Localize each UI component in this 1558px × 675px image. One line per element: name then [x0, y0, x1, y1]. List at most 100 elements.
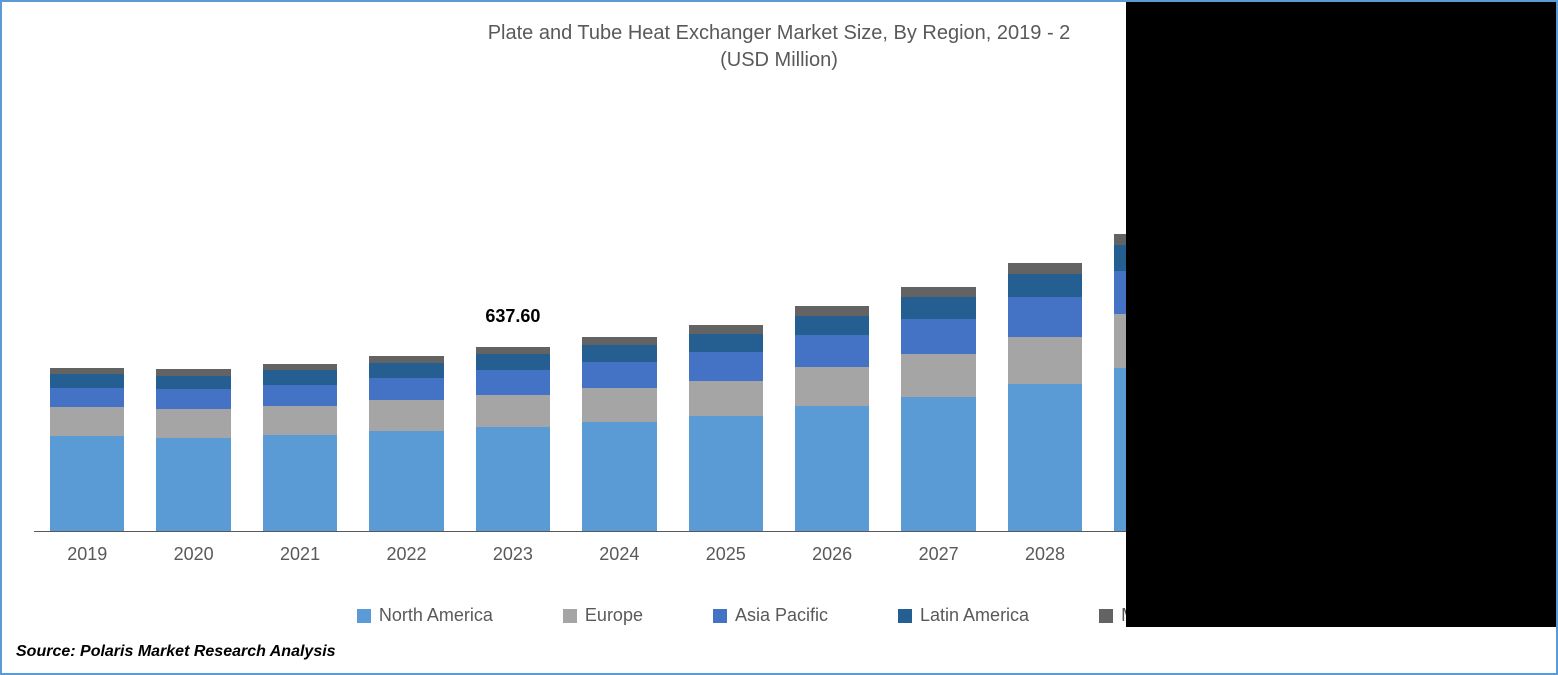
bar-segment [795, 406, 869, 531]
bar-segment [1008, 297, 1082, 336]
bar-segment [1114, 368, 1188, 531]
bar-slot [1417, 144, 1523, 531]
legend-item: North America [357, 605, 493, 626]
bar-segment [1221, 294, 1295, 352]
bar-segment [901, 319, 975, 354]
bar-segment [50, 407, 124, 436]
legend-swatch [1099, 609, 1113, 623]
legend-label: Asia Pacific [735, 605, 828, 626]
bar-segment [582, 388, 656, 422]
bar-segment [901, 397, 975, 531]
bar-segment [1114, 234, 1188, 246]
bar [1327, 176, 1401, 531]
bar-segment [476, 347, 550, 354]
legend-item: Europe [563, 605, 643, 626]
legend-swatch [713, 609, 727, 623]
bar-segment [795, 335, 869, 367]
bar-segment [1114, 245, 1188, 270]
bar-segment [156, 409, 230, 438]
legend-item: Asia Pacific [713, 605, 828, 626]
bar [1114, 234, 1188, 531]
x-axis-label [1311, 544, 1417, 565]
bar-segment [901, 287, 975, 297]
legend-label: Europe [585, 605, 643, 626]
legend-label: Latin America [920, 605, 1029, 626]
x-axis-label: 2026 [779, 544, 885, 565]
legend: North America Europe Asia Pacific Latin Ame… [12, 605, 1546, 626]
bar-segment [1114, 271, 1188, 315]
bar [50, 368, 124, 531]
legend-swatch [563, 609, 577, 623]
chart-container: Plate and Tube Heat Exchanger Market Siz… [0, 0, 1558, 675]
bar-segment [1008, 384, 1082, 531]
legend-label: North America [379, 605, 493, 626]
bar-segment [1433, 191, 1507, 250]
bar-segment [582, 422, 656, 531]
x-axis-label: 2027 [885, 544, 991, 565]
title-line-2: (USD Million) [720, 49, 838, 71]
bar-segment [263, 435, 337, 531]
bar-data-label: 637.60 [485, 306, 540, 327]
bars-container: 637.60 [34, 102, 1524, 531]
bar-segment [1433, 144, 1507, 158]
bar-segment [1433, 158, 1507, 191]
legend-item: Middle Ea [1099, 605, 1201, 626]
bar-slot [247, 364, 353, 531]
plot-baseline: 637.60 [34, 102, 1524, 532]
bar-segment [156, 389, 230, 409]
bar-segment [795, 316, 869, 336]
bar-slot [1311, 176, 1417, 531]
bar-segment [50, 388, 124, 408]
x-axis-label: 2020 [140, 544, 246, 565]
bar-slot [885, 287, 991, 531]
bar-slot [673, 325, 779, 531]
bar-segment [476, 427, 550, 531]
bar-slot [566, 337, 672, 531]
x-axis-label [1417, 544, 1523, 565]
bar-segment [1008, 274, 1082, 297]
bar [1433, 144, 1507, 531]
bar-segment [263, 406, 337, 435]
bar [476, 347, 550, 531]
bar-segment [795, 367, 869, 406]
bar-segment [476, 354, 550, 370]
bar [795, 306, 869, 531]
bar-segment [263, 385, 337, 406]
x-axis-label: 2023 [460, 544, 566, 565]
bar-segment [1008, 263, 1082, 274]
legend-swatch [357, 609, 371, 623]
bar-segment [901, 354, 975, 397]
bar-segment [369, 356, 443, 363]
x-axis-label: 2024 [566, 544, 672, 565]
bar-slot [1205, 206, 1311, 531]
bar-segment [50, 436, 124, 531]
bar-segment [689, 352, 763, 381]
x-axis: 2019202020212022202320242025202620272028… [34, 544, 1524, 565]
bar-segment [476, 395, 550, 427]
bar [1008, 263, 1082, 531]
bar-slot [992, 263, 1098, 531]
bar-segment [156, 376, 230, 390]
bar-segment [369, 378, 443, 400]
x-axis-label: 2022 [353, 544, 459, 565]
bar-slot [34, 368, 140, 531]
bar-segment [156, 438, 230, 531]
bar-slot [140, 369, 246, 531]
chart-title: Plate and Tube Heat Exchanger Market Siz… [12, 20, 1546, 74]
bar-segment [689, 416, 763, 531]
plot: 637.60 [34, 102, 1524, 532]
bar-segment [1327, 338, 1401, 532]
bar-segment [1008, 337, 1082, 384]
bar [369, 356, 443, 531]
bar [901, 287, 975, 531]
x-axis-label: 2025 [673, 544, 779, 565]
bar-segment [369, 363, 443, 378]
bar-segment [1221, 206, 1295, 219]
source-citation: Source: Polaris Market Research Analysis [16, 643, 336, 661]
bar-segment [1114, 314, 1188, 368]
bar-segment [1327, 220, 1401, 273]
bar-slot [353, 356, 459, 531]
legend-label: Middle Ea [1121, 605, 1201, 626]
bar-segment [795, 306, 869, 315]
legend-item: Latin America [898, 605, 1029, 626]
